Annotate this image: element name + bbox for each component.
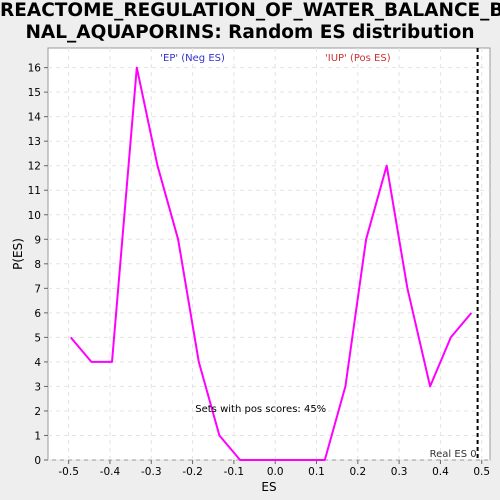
y-tick-label: 1 (34, 430, 41, 442)
y-tick-label: 9 (34, 234, 41, 246)
y-tick-label: 14 (28, 112, 42, 124)
x-tick-label: 0.5 (473, 466, 490, 478)
x-tick-label: 0.0 (267, 466, 284, 478)
x-tick-label: -0.3 (141, 466, 162, 478)
y-tick-label: 11 (28, 185, 41, 197)
y-tick-label: 15 (28, 87, 41, 99)
x-tick-label: -0.2 (182, 466, 203, 478)
y-tick-label: 8 (34, 259, 41, 271)
neg-es-label: 'EP' (Neg ES) (160, 53, 225, 64)
y-tick-label: 5 (34, 332, 41, 344)
pos-es-label: 'IUP' (Pos ES) (325, 53, 391, 64)
grid (48, 48, 490, 461)
y-axis-label: P(ES) (11, 238, 25, 270)
y-tick-label: 13 (28, 136, 41, 148)
real-es-label: Real ES 0 (430, 449, 477, 460)
y-tick-label: 12 (28, 161, 41, 173)
pos-scores-annotation: Sets with pos scores: 45% (195, 404, 326, 415)
chart-title-line-1: REACTOME_REGULATION_OF_WATER_BALANCE_BY_… (0, 0, 500, 21)
x-tick-label: 0.3 (391, 466, 408, 478)
y-tick-label: 2 (34, 406, 41, 418)
y-tick-label: 4 (34, 357, 41, 369)
y-tick-label: 7 (34, 283, 41, 295)
chart-title-line-2: NAL_AQUAPORINS: Random ES distribution (25, 22, 475, 43)
y-tick-label: 10 (28, 210, 41, 222)
y-tick-label: 0 (34, 455, 41, 467)
plot-area (47, 47, 491, 461)
y-tick-label: 3 (34, 381, 41, 393)
x-tick-label: -0.5 (58, 466, 79, 478)
x-tick-label: 0.4 (432, 466, 449, 478)
x-tick-label: -0.4 (100, 466, 121, 478)
x-tick-label: -0.1 (224, 466, 245, 478)
x-tick-label: 0.2 (349, 466, 366, 478)
chart-title: REACTOME_REGULATION_OF_WATER_BALANCE_BY_… (0, 0, 500, 44)
series-group (69, 66, 473, 461)
x-tick-label: 0.1 (308, 466, 325, 478)
x-axis-label: ES (261, 480, 276, 494)
y-tick-label: 16 (28, 63, 42, 75)
es-distribution-line (69, 66, 473, 461)
y-tick-label: 6 (34, 308, 41, 320)
